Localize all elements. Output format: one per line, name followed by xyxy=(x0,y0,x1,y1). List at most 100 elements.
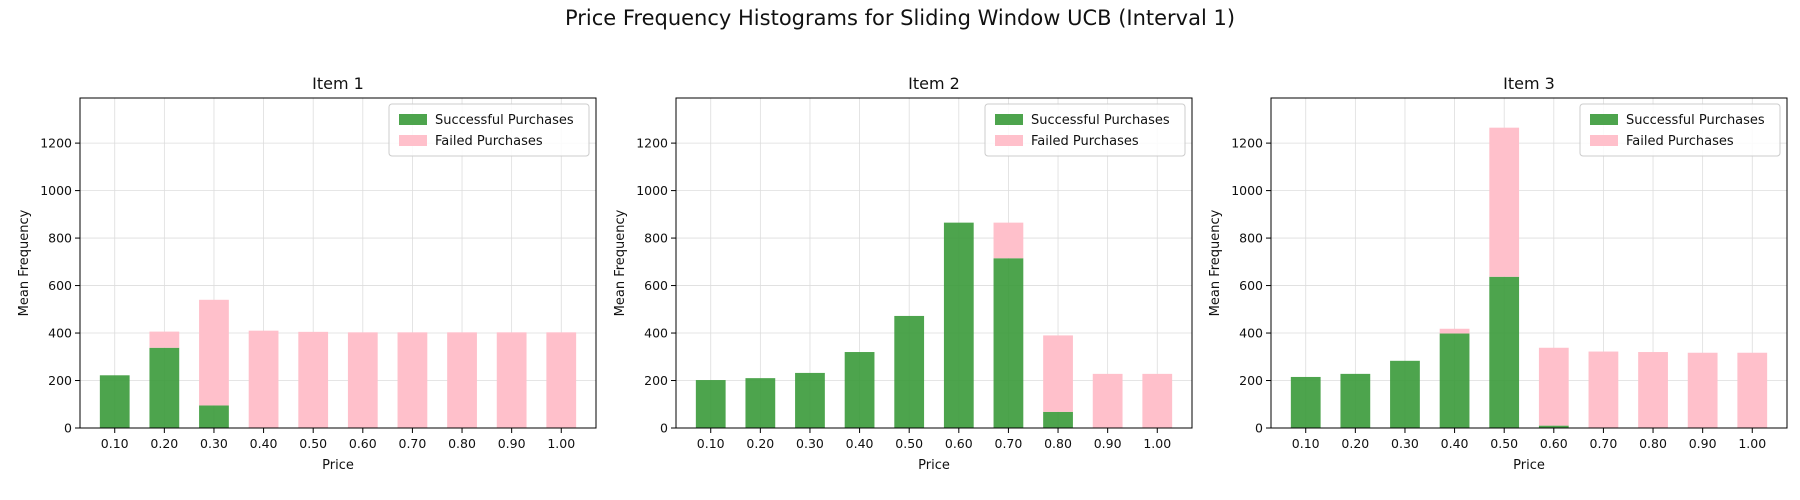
y-tick-label: 1000 xyxy=(1231,183,1263,198)
bar-failed-1.00 xyxy=(1142,373,1173,428)
axes-frame xyxy=(675,97,1193,429)
bar-failed-0.30 xyxy=(199,299,229,406)
bar-failed-0.70 xyxy=(397,332,428,428)
legend-box xyxy=(388,103,590,157)
x-tick-label: 0.20 xyxy=(1341,436,1369,451)
x-tick-label: 0.80 xyxy=(1044,436,1072,451)
y-tick-label: 800 xyxy=(1239,231,1263,246)
y-tick-label: 0 xyxy=(64,421,72,436)
bar-successful-0.10 xyxy=(695,380,726,428)
bar-failed-0.70 xyxy=(1588,351,1619,428)
panel-title: Item 1 xyxy=(312,74,364,93)
legend-box xyxy=(984,103,1186,157)
x-tick-label: 0.60 xyxy=(1540,436,1568,451)
bar-successful-0.10 xyxy=(1290,376,1321,428)
bar-successful-0.10 xyxy=(99,375,130,428)
x-tick-label: 0.30 xyxy=(200,436,228,451)
figure-title: Price Frequency Histograms for Sliding W… xyxy=(564,6,1236,30)
bar-successful-0.60 xyxy=(1538,425,1569,428)
x-tick-label: 0.90 xyxy=(1689,436,1717,451)
x-axis-label: Price xyxy=(918,458,950,473)
legend: Successful Purchases Failed Purchases xyxy=(388,103,590,157)
x-tick-label: 1.00 xyxy=(1738,436,1766,451)
y-tick-label: 1200 xyxy=(636,136,668,151)
bar-failed-0.50 xyxy=(1489,127,1520,277)
x-tick-label: 0.20 xyxy=(746,436,774,451)
bar-failed-0.60 xyxy=(347,332,378,428)
y-tick-label: 400 xyxy=(1239,326,1263,341)
legend: Successful Purchases Failed Purchases xyxy=(984,103,1186,157)
x-tick-label: 0.80 xyxy=(1639,436,1667,451)
x-tick-label: 1.00 xyxy=(547,436,575,451)
x-axis-label: Price xyxy=(1513,458,1545,473)
x-tick-label: 0.30 xyxy=(1391,436,1419,451)
legend: Successful Purchases Failed Purchases xyxy=(1579,103,1781,157)
x-tick-label: 0.90 xyxy=(1094,436,1122,451)
y-tick-label: 200 xyxy=(48,373,72,388)
bar-failed-1.00 xyxy=(546,332,577,428)
bar-successful-0.40 xyxy=(844,352,875,428)
y-tick-label: 600 xyxy=(1239,278,1263,293)
bar-failed-0.90 xyxy=(1092,373,1123,428)
chart-panel-3: 0 200 400 600 800 1000 1200 0.10 0.20 0.30 0.40 0.5… xyxy=(1208,74,1788,473)
bar-failed-0.40 xyxy=(1439,328,1470,334)
x-tick-label: 0.10 xyxy=(101,436,129,451)
bar-successful-0.30 xyxy=(795,372,825,428)
chart-panel-2: 0 200 400 600 800 1000 1200 0.10 0.20 0.30 0.40 0.5… xyxy=(613,74,1193,473)
x-tick-label: 0.30 xyxy=(796,436,824,451)
legend-swatch-failed xyxy=(399,135,427,146)
x-tick-label: 0.70 xyxy=(995,436,1023,451)
legend-swatch-failed xyxy=(995,135,1023,146)
bar-successful-0.80 xyxy=(1043,411,1073,428)
x-tick-label: 0.10 xyxy=(1292,436,1320,451)
bar-failed-0.90 xyxy=(1687,352,1718,428)
y-tick-label: 1000 xyxy=(636,183,668,198)
y-tick-label: 400 xyxy=(644,326,668,341)
y-tick-label: 600 xyxy=(48,278,72,293)
x-tick-label: 0.60 xyxy=(349,436,377,451)
bar-successful-0.50 xyxy=(894,315,925,428)
y-tick-label: 0 xyxy=(1255,421,1263,436)
x-tick-label: 1.00 xyxy=(1143,436,1171,451)
x-tick-label: 0.50 xyxy=(1490,436,1518,451)
legend-swatch-failed xyxy=(1590,135,1618,146)
legend-box xyxy=(1579,103,1781,157)
legend-label-failed: Failed Purchases xyxy=(435,134,543,149)
x-tick-label: 0.40 xyxy=(846,436,874,451)
legend-label-failed: Failed Purchases xyxy=(1626,134,1734,149)
y-tick-label: 1200 xyxy=(1231,136,1263,151)
y-axis-label: Mean Frequency xyxy=(17,209,32,316)
x-tick-label: 0.70 xyxy=(399,436,427,451)
bar-successful-0.50 xyxy=(1489,276,1520,428)
x-tick-label: 0.50 xyxy=(299,436,327,451)
legend-label-failed: Failed Purchases xyxy=(1031,134,1139,149)
bar-failed-0.60 xyxy=(1538,347,1569,426)
y-tick-label: 1200 xyxy=(40,136,72,151)
axes-frame xyxy=(79,97,597,429)
y-tick-label: 800 xyxy=(48,231,72,246)
panel-title: Item 3 xyxy=(1503,74,1555,93)
x-tick-label: 0.50 xyxy=(895,436,923,451)
legend-swatch-successful xyxy=(399,114,427,125)
y-tick-label: 400 xyxy=(48,326,72,341)
x-tick-label: 0.80 xyxy=(448,436,476,451)
x-tick-label: 0.10 xyxy=(697,436,725,451)
bar-successful-0.20 xyxy=(745,378,776,428)
y-tick-label: 800 xyxy=(644,231,668,246)
chart-panel-1: 0 200 400 600 800 1000 1200 0.10 0.20 0.30 0.40 0.5… xyxy=(17,74,597,473)
x-tick-label: 0.40 xyxy=(250,436,278,451)
bar-successful-0.30 xyxy=(199,405,229,428)
x-tick-label: 0.90 xyxy=(498,436,526,451)
bar-failed-0.80 xyxy=(1043,335,1073,412)
bar-failed-0.90 xyxy=(496,332,527,428)
y-tick-label: 0 xyxy=(660,421,668,436)
bar-successful-0.40 xyxy=(1439,333,1470,428)
legend-label-successful: Successful Purchases xyxy=(1626,113,1765,128)
legend-label-successful: Successful Purchases xyxy=(1031,113,1170,128)
y-tick-label: 1000 xyxy=(40,183,72,198)
bar-failed-0.80 xyxy=(1638,352,1668,428)
bar-failed-0.70 xyxy=(993,222,1024,259)
panel-title: Item 2 xyxy=(908,74,960,93)
bar-failed-1.00 xyxy=(1737,352,1768,428)
